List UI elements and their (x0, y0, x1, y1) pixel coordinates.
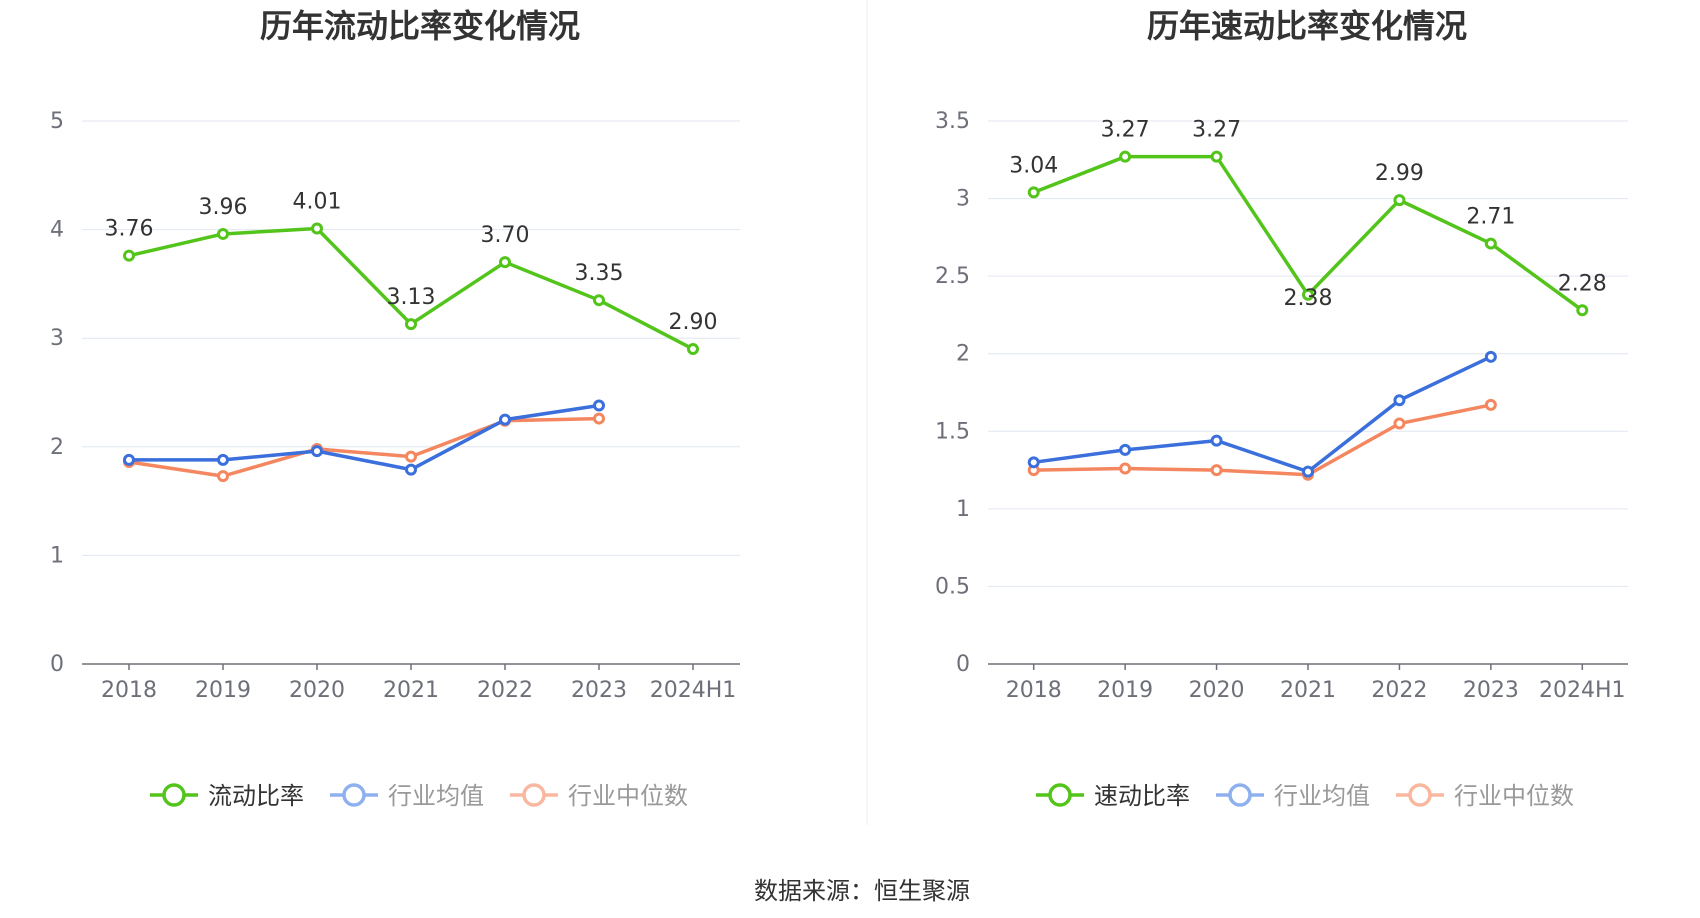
data-point-main (311, 222, 323, 235)
data-point-avg (123, 453, 135, 466)
y-tick-label: 2 (956, 342, 970, 367)
data-point-avg (499, 413, 511, 426)
y-tick-label: 2.5 (935, 264, 970, 289)
quick-ratio-chart: 历年速动比率变化情况 0 0.5 1 1.5 2 2.5 3 3.5 2018 2019 2020 20… (935, 7, 1628, 810)
data-point-main (217, 227, 229, 240)
legend-marker-main (162, 783, 186, 807)
x-tick-label: 2022 (477, 678, 533, 703)
y-tick-label: 1 (956, 497, 970, 522)
data-label: 3.70 (481, 223, 530, 248)
data-point-median (217, 470, 229, 483)
data-label: 3.27 (1101, 118, 1150, 143)
chart-title: 历年速动比率变化情况 (1147, 7, 1467, 45)
legend-marker-main (1048, 783, 1072, 807)
y-tick-label: 2 (50, 435, 64, 460)
series-line-avg (1033, 355, 1492, 474)
legend-label-avg: 行业均值 (388, 782, 484, 810)
x-tick-label: 2020 (1189, 678, 1245, 703)
data-label: 2.38 (1284, 286, 1333, 311)
y-tick-label: 3 (956, 187, 970, 212)
x-tick-label: 2021 (383, 678, 439, 703)
data-point-main (405, 318, 417, 331)
data-point-main (1119, 150, 1132, 163)
data-point-avg (217, 453, 229, 466)
data-label: 3.76 (105, 217, 154, 242)
data-point-median (405, 450, 417, 463)
x-tick-label: 2024H1 (650, 678, 737, 703)
data-point-avg (405, 463, 417, 476)
legend-marker-avg (342, 783, 366, 807)
legend-marker-avg (1228, 783, 1252, 807)
legend-label-main: 速动比率 (1094, 782, 1190, 810)
data-point-main (1484, 237, 1497, 250)
data-label: 3.04 (1009, 153, 1058, 178)
data-label: 2.28 (1558, 271, 1607, 296)
data-label: 3.96 (199, 195, 248, 220)
data-point-main (1027, 186, 1040, 199)
data-point-avg (1027, 456, 1040, 469)
data-point-main (1576, 304, 1589, 317)
data-label: 3.35 (575, 261, 624, 286)
data-point-median (1393, 417, 1406, 430)
x-tick-label: 2024H1 (1539, 678, 1626, 703)
data-label: 3.13 (387, 285, 436, 310)
x-tick-label: 2018 (101, 678, 157, 703)
legend-marker-median (1408, 783, 1432, 807)
series-line-median (1033, 403, 1492, 477)
y-tick-label: 3 (50, 326, 64, 351)
legend-marker-median (522, 783, 546, 807)
data-point-main (123, 249, 135, 262)
x-tick-label: 2023 (571, 678, 627, 703)
y-tick-label: 1 (50, 543, 64, 568)
y-tick-label: 4 (50, 218, 64, 243)
y-tick-label: 0 (956, 652, 970, 677)
data-point-median (1210, 464, 1223, 477)
legend-label-median: 行业中位数 (1454, 782, 1574, 810)
data-label: 2.90 (669, 310, 718, 335)
x-tick-label: 2023 (1463, 678, 1519, 703)
data-point-main (499, 256, 511, 269)
data-point-main (1302, 288, 1314, 301)
legend-label-avg: 行业均值 (1274, 782, 1370, 810)
source-text: 数据来源：恒生聚源 (754, 877, 970, 905)
data-point-main (1393, 194, 1406, 207)
data-point-median (1119, 462, 1132, 475)
data-point-avg (593, 399, 605, 412)
y-tick-label: 5 (50, 109, 64, 134)
data-point-main (1210, 150, 1223, 163)
x-tick-label: 2022 (1371, 678, 1427, 703)
series-line-avg (129, 403, 600, 472)
data-label: 3.27 (1192, 118, 1241, 143)
current-ratio-chart: 历年流动比率变化情况 0 1 2 3 4 5 2018 2019 2020 2021 2022 2023… (50, 7, 740, 810)
y-tick-label: 0.5 (935, 574, 970, 599)
data-label: 2.99 (1375, 161, 1424, 186)
data-point-main (593, 294, 605, 307)
x-tick-label: 2019 (1097, 678, 1153, 703)
series-line-median (128, 416, 600, 478)
data-point-avg (311, 445, 323, 458)
legend-label-main: 流动比率 (208, 782, 304, 810)
y-tick-label: 3.5 (935, 109, 970, 134)
data-point-avg (1393, 394, 1406, 407)
data-point-median (1484, 398, 1497, 411)
data-point-avg (1119, 443, 1132, 456)
y-tick-label: 0 (50, 652, 64, 677)
x-tick-label: 2020 (289, 678, 345, 703)
data-label: 2.71 (1466, 205, 1515, 230)
x-tick-label: 2018 (1006, 678, 1062, 703)
y-tick-label: 1.5 (935, 419, 970, 444)
chart-title: 历年流动比率变化情况 (260, 7, 580, 45)
x-tick-label: 2019 (195, 678, 251, 703)
x-tick-label: 2021 (1280, 678, 1336, 703)
data-point-avg (1210, 434, 1223, 447)
data-point-avg (1302, 465, 1314, 478)
data-label: 4.01 (293, 190, 342, 215)
data-point-avg (1484, 350, 1497, 363)
data-point-median (593, 412, 605, 425)
data-point-main (687, 343, 699, 356)
legend-label-median: 行业中位数 (568, 782, 688, 810)
